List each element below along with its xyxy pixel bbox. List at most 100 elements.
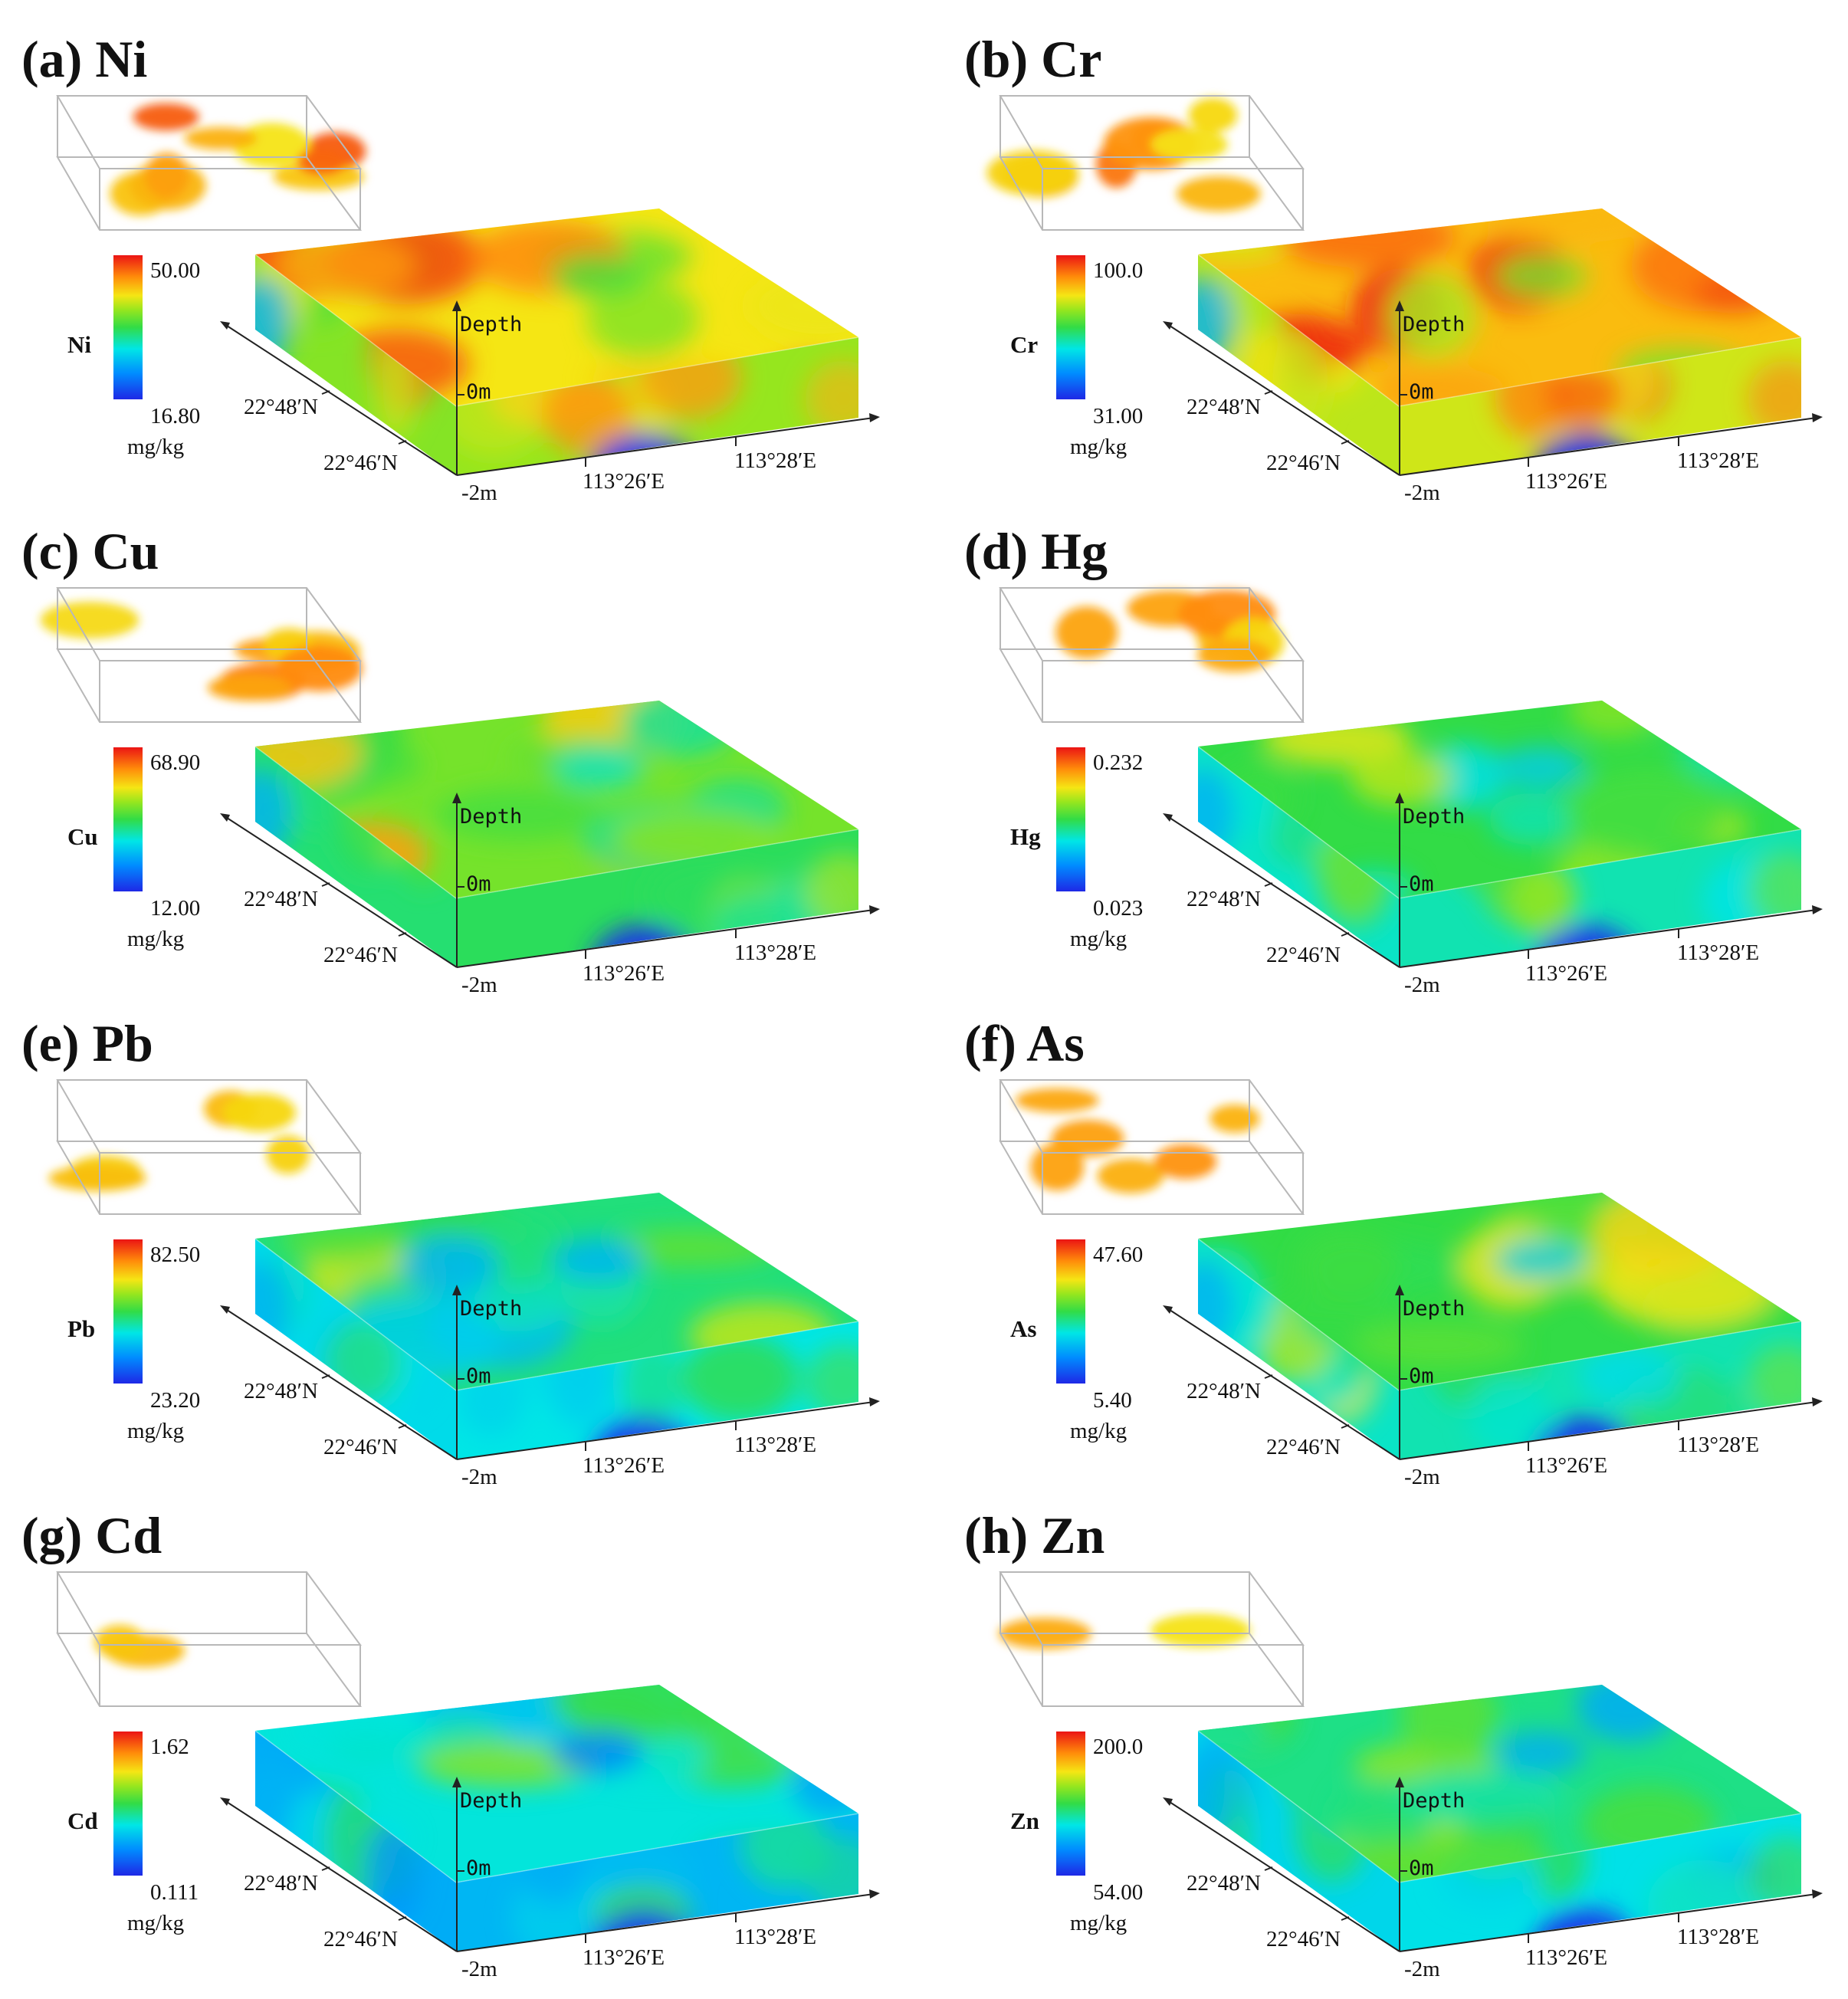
- axis-label-zero: 0m: [466, 1856, 491, 1880]
- panel-zn: (h) Zn 200.0 54.00 Zn mg/kg Depth 0m -2m 22°48′N…: [964, 1506, 1823, 1981]
- panel-ni: (a) Ni 50.00 16.80 Ni mg/kg Depth 0m -2m 22°48′N…: [21, 30, 880, 505]
- axis-label-zero: 0m: [466, 380, 491, 404]
- panel-title: (b) Cr: [964, 30, 1101, 88]
- colorbar: 200.0 54.00 Zn mg/kg: [1010, 1731, 1143, 1935]
- panel-title: (a) Ni: [21, 30, 147, 88]
- panel-pb: (e) Pb 82.50 23.20 Pb mg/kg Depth 0m -2m 22°48′N…: [21, 1014, 880, 1489]
- colorbar: 82.50 23.20 Pb mg/kg: [67, 1239, 200, 1443]
- colorbar: 100.0 31.00 Cr mg/kg: [1010, 255, 1143, 459]
- axis-label-zero: 0m: [466, 1364, 491, 1388]
- axis-label-bottom: -2m: [1404, 1957, 1440, 1981]
- panel-cr: (b) Cr 100.0 31.00 Cr mg/kg Depth 0m -2m 22°48′N…: [964, 30, 1823, 505]
- colorbar-gradient: [1056, 1239, 1085, 1384]
- axis-label-lon-1: 113°26′E: [583, 1945, 665, 1970]
- colorbar-unit: mg/kg: [1070, 435, 1127, 459]
- axis-label-lon-2: 113°28′E: [734, 1925, 816, 1949]
- colorbar-gradient: [1056, 747, 1085, 891]
- colorbar: 1.62 0.111 Cd mg/kg: [67, 1731, 199, 1935]
- axis-label-lat-2: 22°46′N: [323, 451, 398, 475]
- axis-label-bottom: -2m: [1404, 481, 1440, 505]
- colorbar-min: 0.023: [1093, 896, 1143, 921]
- axis-label-depth: Depth: [460, 1297, 522, 1321]
- axis-label-bottom: -2m: [461, 1465, 497, 1489]
- axis-label-depth: Depth: [1403, 1297, 1465, 1321]
- axes: Depth 0m -2m 22°48′N 22°46′N 113°26′E 113°28′E: [220, 1285, 880, 1489]
- axis-label-lon-1: 113°26′E: [1525, 1945, 1607, 1970]
- colorbar-unit: mg/kg: [1070, 927, 1127, 951]
- axis-label-lon-2: 113°28′E: [734, 940, 816, 965]
- axis-label-zero: 0m: [1409, 380, 1434, 404]
- colorbar-gradient: [113, 747, 143, 891]
- axis-label-lat-1: 22°48′N: [1187, 1379, 1261, 1403]
- axes: Depth 0m -2m 22°48′N 22°46′N 113°26′E 113°28′E: [1163, 1285, 1823, 1489]
- colorbar-min: 54.00: [1093, 1880, 1143, 1905]
- axis-label-bottom: -2m: [461, 973, 497, 997]
- axes: Depth 0m -2m 22°48′N 22°46′N 113°26′E 113°28′E: [220, 793, 880, 997]
- colorbar-unit: mg/kg: [1070, 1911, 1127, 1935]
- axis-label-zero: 0m: [466, 872, 491, 896]
- colorbar-max: 50.00: [150, 258, 200, 283]
- panel-title: (e) Pb: [21, 1014, 153, 1072]
- axis-label-lon-2: 113°28′E: [734, 1433, 816, 1457]
- colorbar: 47.60 5.40 As mg/kg: [1010, 1239, 1143, 1443]
- colorbar: 0.232 0.023 Hg mg/kg: [1010, 747, 1143, 951]
- colorbar-unit: mg/kg: [127, 1419, 184, 1443]
- isosurface-preview: [999, 587, 1305, 723]
- axis-label-lon-1: 113°26′E: [1525, 469, 1607, 494]
- colorbar-element: Pb: [67, 1315, 95, 1342]
- axis-label-lat-1: 22°48′N: [244, 887, 318, 911]
- colorbar-max: 68.90: [150, 750, 200, 775]
- isosurface-preview: [56, 1571, 362, 1707]
- colorbar-min: 0.111: [150, 1880, 199, 1905]
- colorbar-gradient: [113, 255, 143, 399]
- colorbar-max: 1.62: [150, 1735, 189, 1759]
- axis-label-lon-2: 113°28′E: [734, 448, 816, 473]
- axis-label-lat-2: 22°46′N: [323, 943, 398, 967]
- panel-title: (f) As: [964, 1014, 1085, 1072]
- colorbar-max: 200.0: [1093, 1735, 1143, 1759]
- colorbar-max: 82.50: [150, 1242, 200, 1267]
- axes: Depth 0m -2m 22°48′N 22°46′N 113°26′E 113°28′E: [220, 1777, 880, 1981]
- axis-label-lat-2: 22°46′N: [1266, 451, 1341, 475]
- colorbar-min: 12.00: [150, 896, 200, 921]
- colorbar-element: Cu: [67, 823, 98, 850]
- panel-title: (c) Cu: [21, 522, 159, 580]
- axis-label-depth: Depth: [460, 313, 522, 336]
- axis-label-lon-2: 113°28′E: [1677, 940, 1759, 965]
- isosurface-preview: [999, 1079, 1305, 1215]
- axis-label-depth: Depth: [1403, 313, 1465, 336]
- axis-label-lat-1: 22°48′N: [1187, 887, 1261, 911]
- axis-label-lat-2: 22°46′N: [1266, 1435, 1341, 1459]
- colorbar-max: 0.232: [1093, 750, 1143, 775]
- axes: Depth 0m -2m 22°48′N 22°46′N 113°26′E 113°28′E: [220, 300, 880, 505]
- colorbar-unit: mg/kg: [1070, 1419, 1127, 1443]
- colorbar-max: 100.0: [1093, 258, 1143, 283]
- colorbar-min: 5.40: [1093, 1388, 1132, 1413]
- axis-label-bottom: -2m: [1404, 1465, 1440, 1489]
- axis-label-lat-2: 22°46′N: [323, 1927, 398, 1951]
- axis-label-depth: Depth: [460, 805, 522, 829]
- colorbar: 50.00 16.80 Ni mg/kg: [67, 255, 200, 459]
- colorbar-element: Cd: [67, 1807, 98, 1834]
- axis-label-lon-2: 113°28′E: [1677, 448, 1759, 473]
- axis-label-lat-1: 22°48′N: [244, 1871, 318, 1896]
- axes: Depth 0m -2m 22°48′N 22°46′N 113°26′E 113°28′E: [1163, 1777, 1823, 1981]
- axis-label-lon-1: 113°26′E: [1525, 961, 1607, 986]
- panel-title: (d) Hg: [964, 522, 1108, 580]
- colorbar-element: Zn: [1010, 1807, 1039, 1834]
- isosurface-preview: [986, 95, 1305, 231]
- axis-label-lon-1: 113°26′E: [583, 1453, 665, 1478]
- colorbar-element: Hg: [1010, 823, 1041, 850]
- axis-label-bottom: -2m: [461, 481, 497, 505]
- axis-label-bottom: -2m: [461, 1957, 497, 1981]
- colorbar-unit: mg/kg: [127, 1911, 184, 1935]
- axis-label-lon-1: 113°26′E: [1525, 1453, 1607, 1478]
- colorbar-min: 31.00: [1093, 404, 1143, 428]
- colorbar-gradient: [113, 1239, 143, 1384]
- panel-as: (f) As 47.60 5.40 As mg/kg Depth 0m -2m 22°48′N 2…: [964, 1014, 1823, 1489]
- axis-label-depth: Depth: [1403, 805, 1465, 829]
- axis-label-lat-1: 22°48′N: [244, 395, 318, 419]
- isosurface-preview: [48, 1079, 362, 1215]
- panel-cu: (c) Cu 68.90 12.00 Cu mg/kg Depth 0m -2m 22°48′N…: [21, 522, 880, 997]
